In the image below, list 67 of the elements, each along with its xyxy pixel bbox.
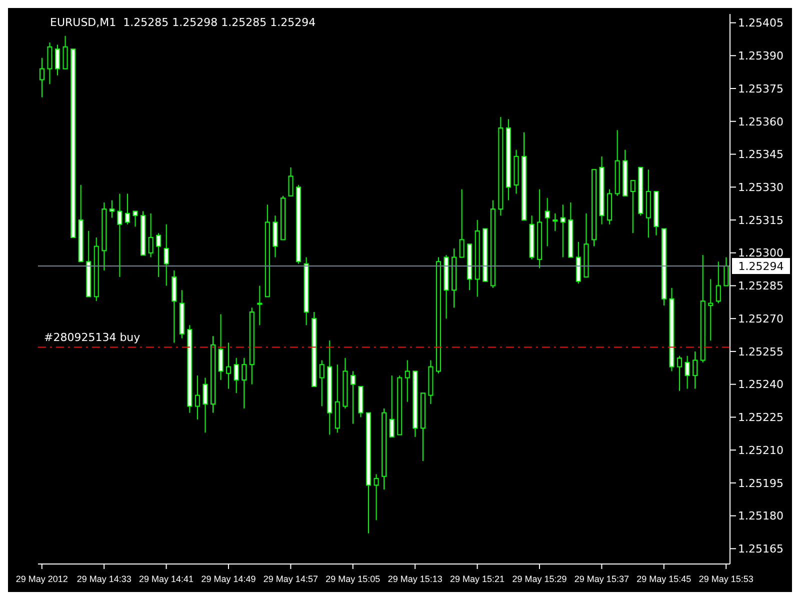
candlestick bbox=[148, 212, 154, 258]
x-tick-label: 29 May 2012 bbox=[16, 574, 68, 584]
candlestick bbox=[164, 224, 169, 286]
candlestick bbox=[62, 35, 68, 70]
candlestick bbox=[257, 285, 262, 326]
x-tick-label: 29 May 15:45 bbox=[636, 574, 692, 584]
candlestick bbox=[117, 193, 122, 278]
y-tick-label: 1.25405 bbox=[738, 16, 784, 30]
candlestick bbox=[124, 193, 130, 225]
y-tick-label: 1.25390 bbox=[738, 50, 784, 63]
candlestick bbox=[288, 166, 294, 196]
candlestick bbox=[109, 200, 114, 218]
candlestick bbox=[724, 256, 729, 286]
y-tick-label: 1.25345 bbox=[738, 148, 784, 162]
candlestick bbox=[47, 42, 52, 85]
y-tick-label: 1.25270 bbox=[738, 312, 784, 326]
y-tick-label: 1.25165 bbox=[738, 542, 784, 556]
y-tick-label: 1.25285 bbox=[738, 280, 784, 293]
y-tick-label: 1.25315 bbox=[738, 214, 784, 227]
candlestick bbox=[459, 188, 464, 258]
candlestick bbox=[560, 204, 566, 258]
candlestick bbox=[132, 210, 138, 228]
y-tick-label: 1.25240 bbox=[738, 378, 784, 392]
candlestick bbox=[374, 474, 379, 521]
candlestick bbox=[677, 355, 682, 392]
y-tick-label: 1.25330 bbox=[738, 181, 784, 194]
x-tick-label: 29 May 15:29 bbox=[512, 574, 567, 584]
x-tick-label: 29 May 14:33 bbox=[76, 574, 132, 584]
candlestick bbox=[319, 360, 324, 407]
ref-line-label: #280925134 buy bbox=[44, 331, 141, 344]
candlestick bbox=[234, 358, 239, 394]
candlestick bbox=[552, 212, 558, 232]
y-tick-label: 1.25300 bbox=[738, 246, 784, 260]
candlestick bbox=[544, 198, 550, 247]
candlestick bbox=[630, 180, 636, 234]
x-tick-label: 29 May 15:21 bbox=[450, 574, 505, 584]
candlestick bbox=[202, 377, 208, 434]
y-tick-label: 1.25210 bbox=[738, 444, 784, 457]
candlestick bbox=[194, 375, 200, 420]
x-tick-label: 29 May 14:49 bbox=[201, 574, 256, 584]
chart-title: EURUSD,M1 1.25285 1.25298 1.25285 1.25294 bbox=[50, 16, 316, 29]
ref-line-label: 1.25294 bbox=[738, 260, 784, 273]
candlestick bbox=[226, 342, 232, 390]
candlestick bbox=[242, 358, 247, 409]
candlestick bbox=[716, 261, 721, 304]
y-tick-label: 1.25225 bbox=[738, 411, 784, 424]
candlestick bbox=[54, 44, 60, 76]
y-tick-label: 1.25375 bbox=[738, 82, 784, 96]
candlestick bbox=[350, 370, 356, 424]
y-tick-label: 1.25195 bbox=[738, 476, 784, 490]
candlestick bbox=[156, 232, 162, 278]
x-tick-label: 29 May 15:37 bbox=[574, 574, 629, 584]
y-tick-label: 1.25360 bbox=[738, 115, 784, 128]
x-tick-label: 29 May 15:53 bbox=[698, 574, 754, 584]
candlestick bbox=[218, 314, 224, 380]
candlestick bbox=[404, 360, 410, 402]
y-tick-label: 1.25180 bbox=[738, 510, 784, 523]
candlestick bbox=[692, 350, 698, 390]
candlestick bbox=[39, 57, 44, 98]
y-tick-label: 1.25255 bbox=[738, 345, 784, 358]
x-tick-label: 29 May 15:05 bbox=[326, 574, 380, 584]
candlestick bbox=[708, 278, 714, 341]
x-tick-label: 29 May 15:13 bbox=[388, 574, 442, 584]
x-tick-label: 29 May 14:57 bbox=[263, 574, 318, 584]
candlestick bbox=[389, 375, 394, 438]
x-tick-label: 29 May 14:41 bbox=[139, 574, 194, 584]
candlestick bbox=[684, 355, 690, 390]
